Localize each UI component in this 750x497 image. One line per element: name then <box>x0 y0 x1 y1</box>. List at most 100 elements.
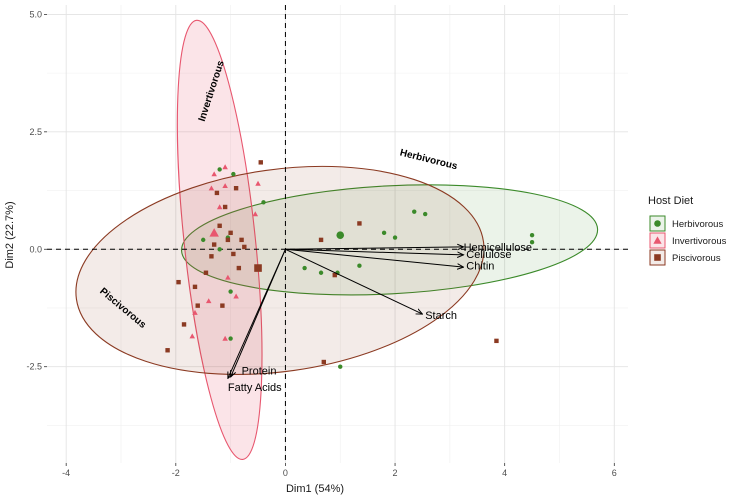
point-invertivorous <box>222 335 228 341</box>
point-piscivorous <box>209 254 214 259</box>
legend-item-invertivorous: Invertivorous <box>649 232 727 249</box>
point-piscivorous <box>203 270 209 275</box>
x-tick-label: 4 <box>502 468 507 478</box>
arrow-hemicellulose <box>285 247 463 249</box>
x-tick-label: 6 <box>612 468 617 478</box>
y-tick-label: 5.0 <box>29 9 42 19</box>
point-piscivorous <box>242 244 247 250</box>
point-invertivorous <box>208 185 215 191</box>
x-tick-label: -4 <box>62 468 70 478</box>
point-herbivorous <box>228 289 233 294</box>
arrow-chitin <box>285 248 463 267</box>
series-invertivorous <box>189 164 261 341</box>
point-piscivorous <box>321 359 326 365</box>
ellipse-piscivorous <box>75 165 485 375</box>
point-piscivorous <box>239 237 244 243</box>
arrow-fatty-acids <box>228 249 286 378</box>
point-invertivorous <box>222 164 228 170</box>
point-piscivorous <box>225 237 231 243</box>
x-tick-label: 0 <box>283 468 288 478</box>
arrow-starch <box>285 248 422 314</box>
legend-symbol-piscivorous <box>654 254 661 261</box>
point-herbivorous <box>318 270 324 275</box>
centroid-piscivorous <box>254 264 262 272</box>
point-piscivorous <box>195 303 200 308</box>
centroid-invertivorous <box>209 228 219 237</box>
reference-lines <box>47 5 628 463</box>
data-points <box>165 160 535 369</box>
point-piscivorous <box>258 160 263 165</box>
point-piscivorous <box>176 279 181 285</box>
point-piscivorous <box>236 265 242 271</box>
centroid-herbivorous <box>336 231 345 239</box>
point-invertivorous <box>211 171 217 177</box>
variable-label-cellulose: Cellulose <box>466 249 511 261</box>
variable-label-starch: Starch <box>425 310 457 322</box>
point-piscivorous <box>494 338 499 344</box>
y-tick-label: -2.5 <box>26 362 42 372</box>
point-herbivorous <box>392 235 398 240</box>
point-invertivorous <box>252 211 259 217</box>
y-tick-label: 2.5 <box>29 127 42 137</box>
point-herbivorous <box>338 364 343 369</box>
point-herbivorous <box>412 209 417 214</box>
point-piscivorous <box>211 242 217 247</box>
point-piscivorous <box>214 190 220 196</box>
variable-arrows <box>228 247 464 379</box>
point-herbivorous <box>381 230 387 236</box>
point-piscivorous <box>233 186 239 191</box>
legend-label-piscivorous: Piscivorous <box>672 253 721 264</box>
point-invertivorous <box>216 204 223 210</box>
point-piscivorous <box>222 204 228 210</box>
x-tick-label: -2 <box>172 468 180 478</box>
series-piscivorous <box>165 160 499 365</box>
point-invertivorous <box>192 309 198 315</box>
point-invertivorous <box>225 274 231 280</box>
variable-label-chitin: Chitin <box>466 261 494 273</box>
y-tick-label: 0.0 <box>29 244 42 254</box>
axes: -4 -2 0 2 4 6 -2.5 0.0 2.5 5.0 <box>26 9 616 478</box>
legend: Host Diet Herbivorous Invertivorous Pisciv… <box>648 195 727 266</box>
point-invertivorous <box>255 180 261 186</box>
point-herbivorous <box>302 265 307 271</box>
confidence-ellipses <box>75 19 599 461</box>
legend-item-herbivorous: Herbivorous <box>649 215 723 232</box>
legend-label-herbivorous: Herbivorous <box>672 219 723 230</box>
point-piscivorous <box>357 221 362 226</box>
arrow-cellulose <box>285 248 463 255</box>
point-piscivorous <box>181 322 187 327</box>
x-axis-title: Dim1 (54%) <box>286 483 344 495</box>
x-tick-label: 2 <box>393 468 398 478</box>
point-piscivorous <box>231 251 236 257</box>
legend-symbol-invertivorous <box>653 236 662 244</box>
point-herbivorous <box>201 237 206 243</box>
legend-label-invertivorous: Invertivorous <box>672 236 727 247</box>
point-piscivorous <box>192 284 198 290</box>
point-piscivorous <box>217 223 222 228</box>
legend-item-piscivorous: Piscivorous <box>649 249 721 266</box>
point-invertivorous <box>189 333 195 339</box>
point-herbivorous <box>261 200 266 205</box>
point-invertivorous <box>205 298 212 304</box>
variable-label-protein: Protein <box>242 365 277 377</box>
point-herbivorous <box>357 263 362 268</box>
point-herbivorous <box>529 240 535 245</box>
y-axis-title: Dim2 (22.7%) <box>4 201 16 268</box>
point-invertivorous <box>233 293 239 299</box>
variable-label-fatty-acids: Fatty Acids <box>228 382 282 394</box>
point-herbivorous <box>529 232 535 238</box>
legend-title: Host Diet <box>648 195 693 207</box>
point-herbivorous <box>231 171 236 177</box>
point-piscivorous <box>228 230 233 236</box>
point-piscivorous <box>332 272 337 278</box>
point-herbivorous <box>217 167 222 172</box>
point-herbivorous <box>217 247 222 252</box>
point-piscivorous <box>165 348 170 353</box>
point-piscivorous <box>220 303 225 308</box>
point-piscivorous <box>318 237 324 243</box>
point-herbivorous <box>228 336 233 341</box>
legend-symbol-herbivorous <box>654 220 661 227</box>
point-herbivorous <box>422 211 428 217</box>
point-invertivorous <box>222 183 228 189</box>
